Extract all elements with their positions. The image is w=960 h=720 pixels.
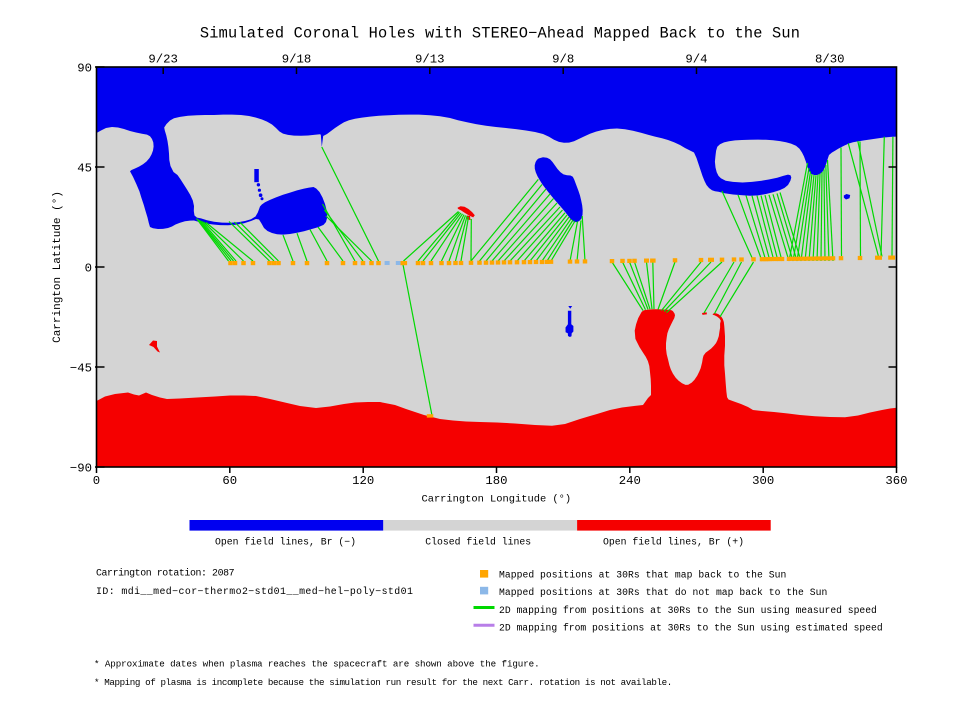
svg-text:9/23: 9/23 [148, 53, 178, 67]
svg-text:Open field lines, Br (+): Open field lines, Br (+) [603, 537, 744, 548]
svg-text:Mapped positions at 30Rs that: Mapped positions at 30Rs that map back t… [499, 569, 786, 580]
svg-text:Carrington Latitude (°): Carrington Latitude (°) [52, 191, 64, 343]
svg-text:0: 0 [93, 474, 100, 488]
svg-text:120: 120 [352, 474, 374, 488]
svg-text:Closed field lines: Closed field lines [425, 537, 531, 548]
svg-text:300: 300 [752, 474, 774, 488]
svg-text:45: 45 [77, 162, 92, 176]
svg-text:8/30: 8/30 [815, 53, 845, 67]
svg-text:180: 180 [485, 474, 507, 488]
svg-text:Open field lines, Br (−): Open field lines, Br (−) [215, 537, 356, 548]
svg-text:ID: mdi__med−cor−thermo2−std01: ID: mdi__med−cor−thermo2−std01__med−hel−… [96, 586, 413, 597]
svg-text:9/4: 9/4 [685, 53, 707, 67]
svg-text:Carrington Longitude (°): Carrington Longitude (°) [421, 494, 571, 506]
svg-text:90: 90 [77, 62, 92, 76]
svg-text:360: 360 [885, 474, 907, 488]
svg-text:* Mapping of plasma is incompl: * Mapping of plasma is incomplete becaus… [94, 677, 672, 688]
svg-text:60: 60 [222, 474, 237, 488]
svg-text:Mapped positions at 30Rs that: Mapped positions at 30Rs that do not map… [499, 587, 827, 598]
svg-text:0: 0 [85, 262, 92, 276]
svg-text:* Approximate dates when plasm: * Approximate dates when plasma reaches … [94, 659, 540, 670]
svg-text:Carrington rotation: 2087: Carrington rotation: 2087 [96, 568, 235, 579]
svg-text:9/18: 9/18 [282, 53, 312, 67]
svg-text:Simulated Coronal Holes with S: Simulated Coronal Holes with STEREO−Ahea… [200, 25, 800, 43]
svg-text:9/13: 9/13 [415, 53, 445, 67]
svg-text:9/8: 9/8 [552, 53, 574, 67]
svg-text:2D mapping from positions at 3: 2D mapping from positions at 30Rs to the… [499, 623, 883, 634]
svg-text:−90: −90 [70, 462, 92, 476]
svg-text:−45: −45 [70, 362, 92, 376]
svg-text:2D mapping from positions at 3: 2D mapping from positions at 30Rs to the… [499, 605, 877, 616]
svg-text:240: 240 [619, 474, 641, 488]
